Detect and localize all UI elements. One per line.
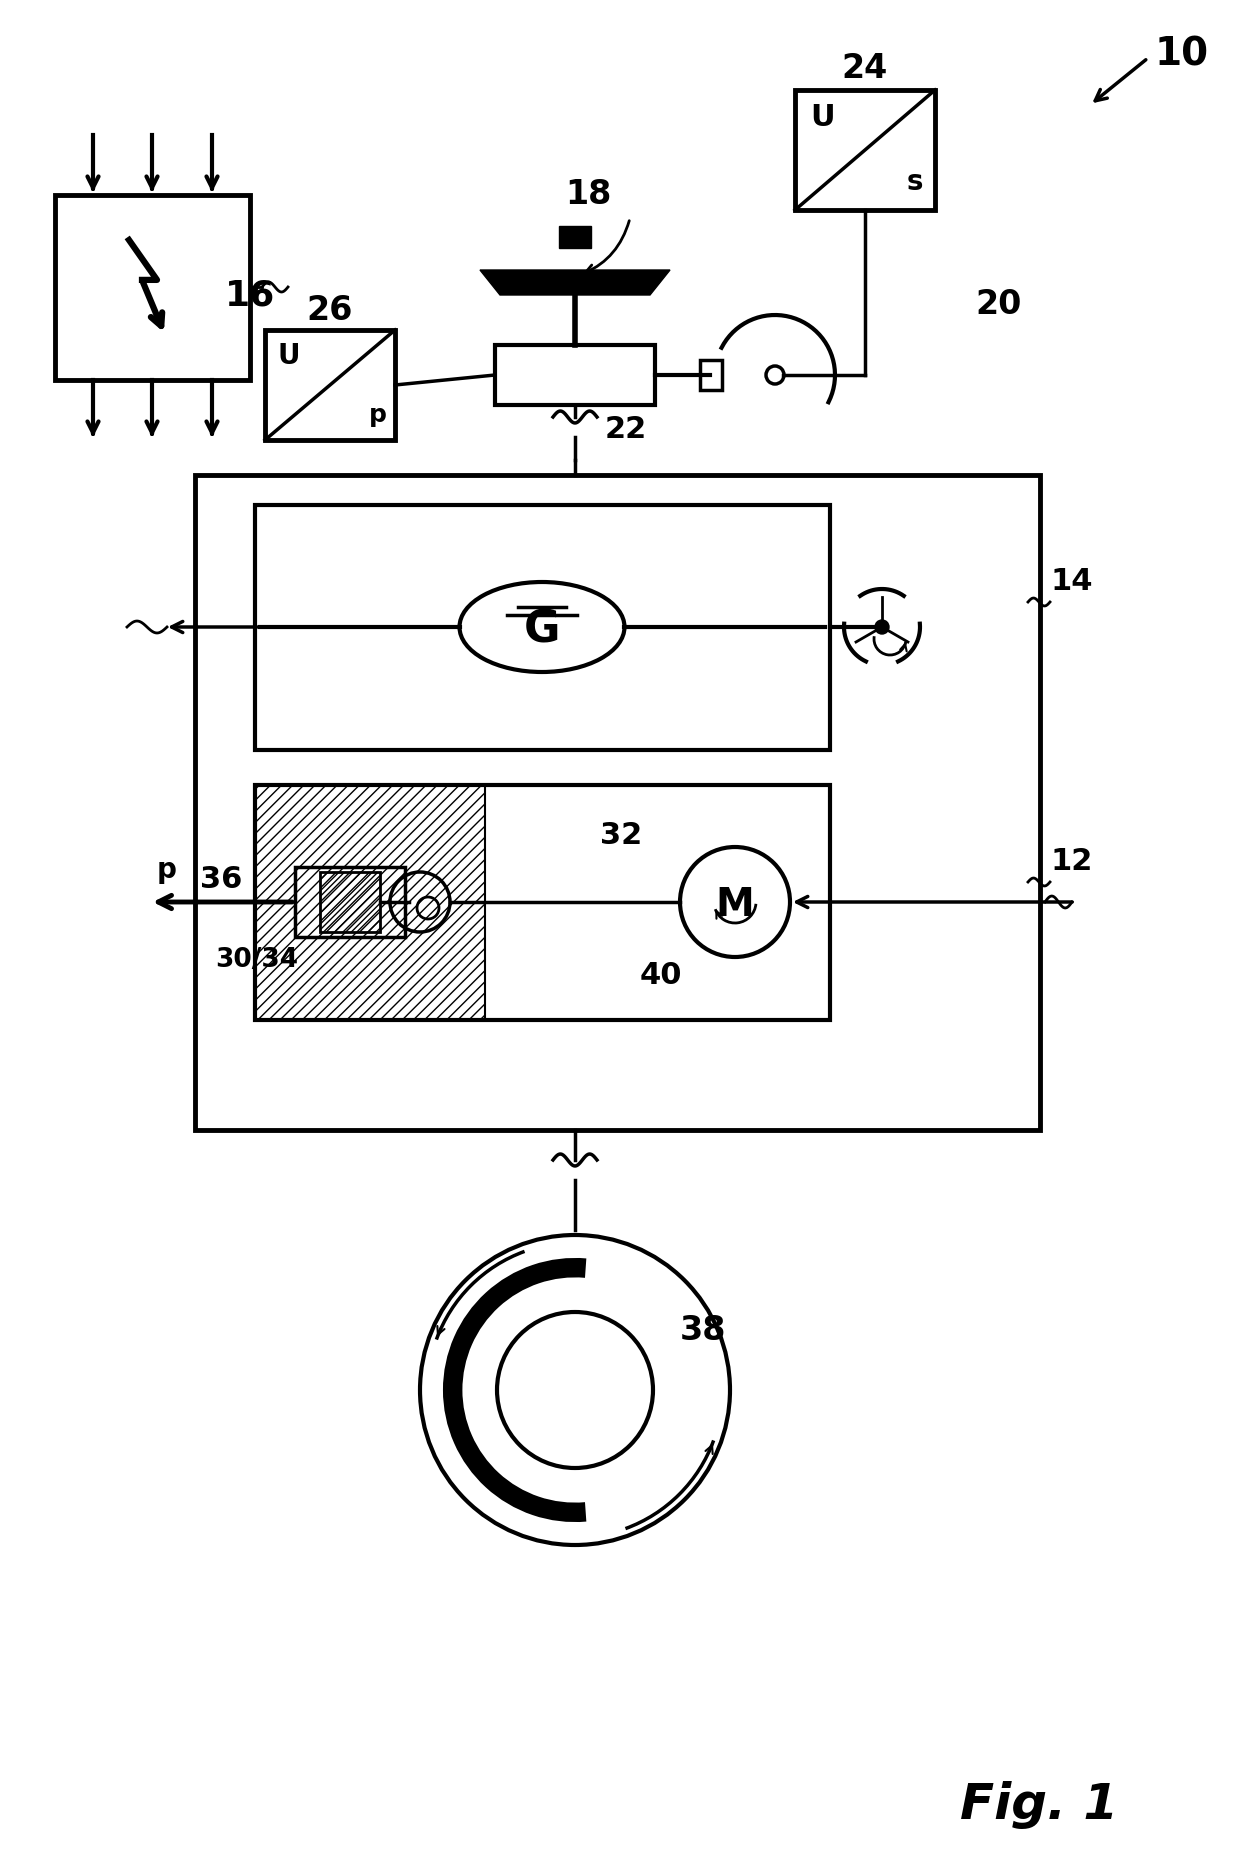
Text: U: U xyxy=(277,341,300,369)
Text: 32: 32 xyxy=(600,821,642,849)
Bar xyxy=(559,226,591,248)
Text: 10: 10 xyxy=(1154,35,1209,75)
Bar xyxy=(255,786,830,1021)
Polygon shape xyxy=(480,271,670,295)
Bar xyxy=(55,196,250,381)
Text: 40: 40 xyxy=(640,961,682,989)
Text: p: p xyxy=(157,856,177,884)
Bar xyxy=(295,868,405,937)
Text: p: p xyxy=(370,403,387,427)
Text: 20: 20 xyxy=(975,289,1022,321)
Text: 26: 26 xyxy=(306,293,353,327)
Text: G: G xyxy=(523,608,560,651)
Text: 16: 16 xyxy=(224,278,275,312)
Text: 14: 14 xyxy=(1050,567,1092,597)
Text: 12: 12 xyxy=(1050,847,1092,877)
Circle shape xyxy=(875,620,889,634)
Bar xyxy=(255,786,485,1021)
Text: M: M xyxy=(715,886,754,924)
Bar xyxy=(255,506,830,750)
Bar xyxy=(195,476,1040,1131)
Bar xyxy=(320,871,379,931)
Text: U: U xyxy=(810,103,835,132)
Bar xyxy=(495,345,655,405)
Bar xyxy=(265,330,396,440)
Bar xyxy=(795,90,935,211)
Text: 36: 36 xyxy=(200,866,242,894)
Text: s: s xyxy=(906,168,924,196)
Bar xyxy=(701,360,722,390)
Text: Fig. 1: Fig. 1 xyxy=(960,1780,1118,1829)
Text: 22: 22 xyxy=(605,416,647,444)
Text: 18: 18 xyxy=(565,179,611,211)
Text: 24: 24 xyxy=(842,52,888,84)
Text: 38: 38 xyxy=(680,1314,727,1347)
Text: 30/34: 30/34 xyxy=(215,948,298,972)
